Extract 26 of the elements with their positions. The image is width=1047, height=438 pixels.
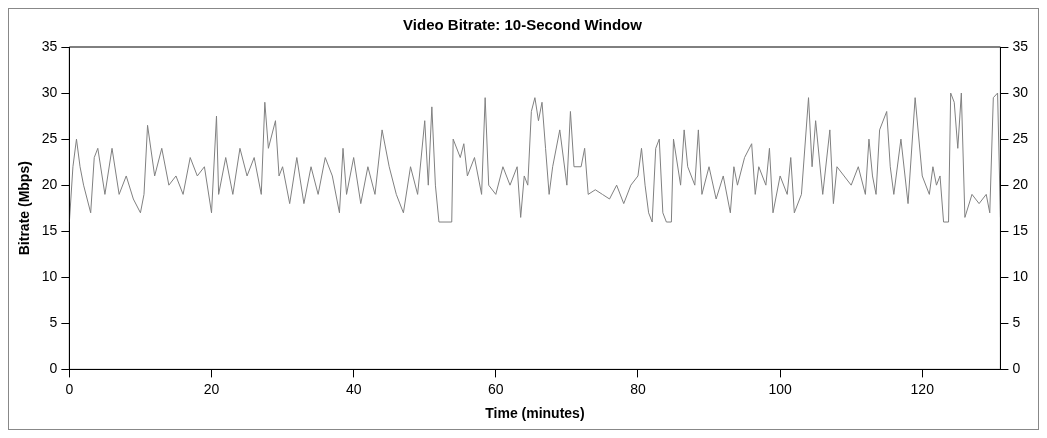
y2-tick-label: 5 — [1012, 314, 1021, 331]
x-tick-label: 40 — [345, 380, 362, 397]
y-tick-label: 25 — [41, 129, 58, 146]
y2-tick-label: 15 — [1012, 222, 1029, 239]
y-tick-label: 20 — [41, 176, 58, 193]
y2-tick-label: 30 — [1012, 83, 1029, 100]
x-tick-label: 60 — [488, 380, 504, 397]
y-tick-label: 35 — [41, 37, 58, 54]
chart-title: Video Bitrate: 10-Second Window — [403, 16, 643, 34]
y-tick-label: 0 — [49, 360, 58, 377]
x-tick-label: 120 — [910, 380, 935, 397]
x-tick-label: 20 — [203, 380, 220, 397]
y2-tick-label: 10 — [1012, 268, 1029, 285]
y-axis-title: Bitrate (Mbps) — [16, 161, 33, 256]
x-tick-label: 0 — [65, 380, 74, 397]
y2-tick-label: 20 — [1012, 176, 1029, 193]
y-tick-label: 5 — [49, 314, 58, 331]
y2-tick-label: 25 — [1012, 129, 1029, 146]
x-tick-label: 80 — [630, 380, 646, 397]
x-tick-label: 100 — [768, 380, 792, 397]
x-axis-title: Time (minutes) — [485, 405, 585, 422]
y-tick-label: 30 — [41, 83, 58, 100]
y-tick-label: 15 — [41, 222, 58, 239]
y-tick-label: 10 — [41, 268, 58, 285]
y2-tick-label: 35 — [1012, 37, 1029, 54]
y2-tick-label: 0 — [1012, 360, 1021, 377]
